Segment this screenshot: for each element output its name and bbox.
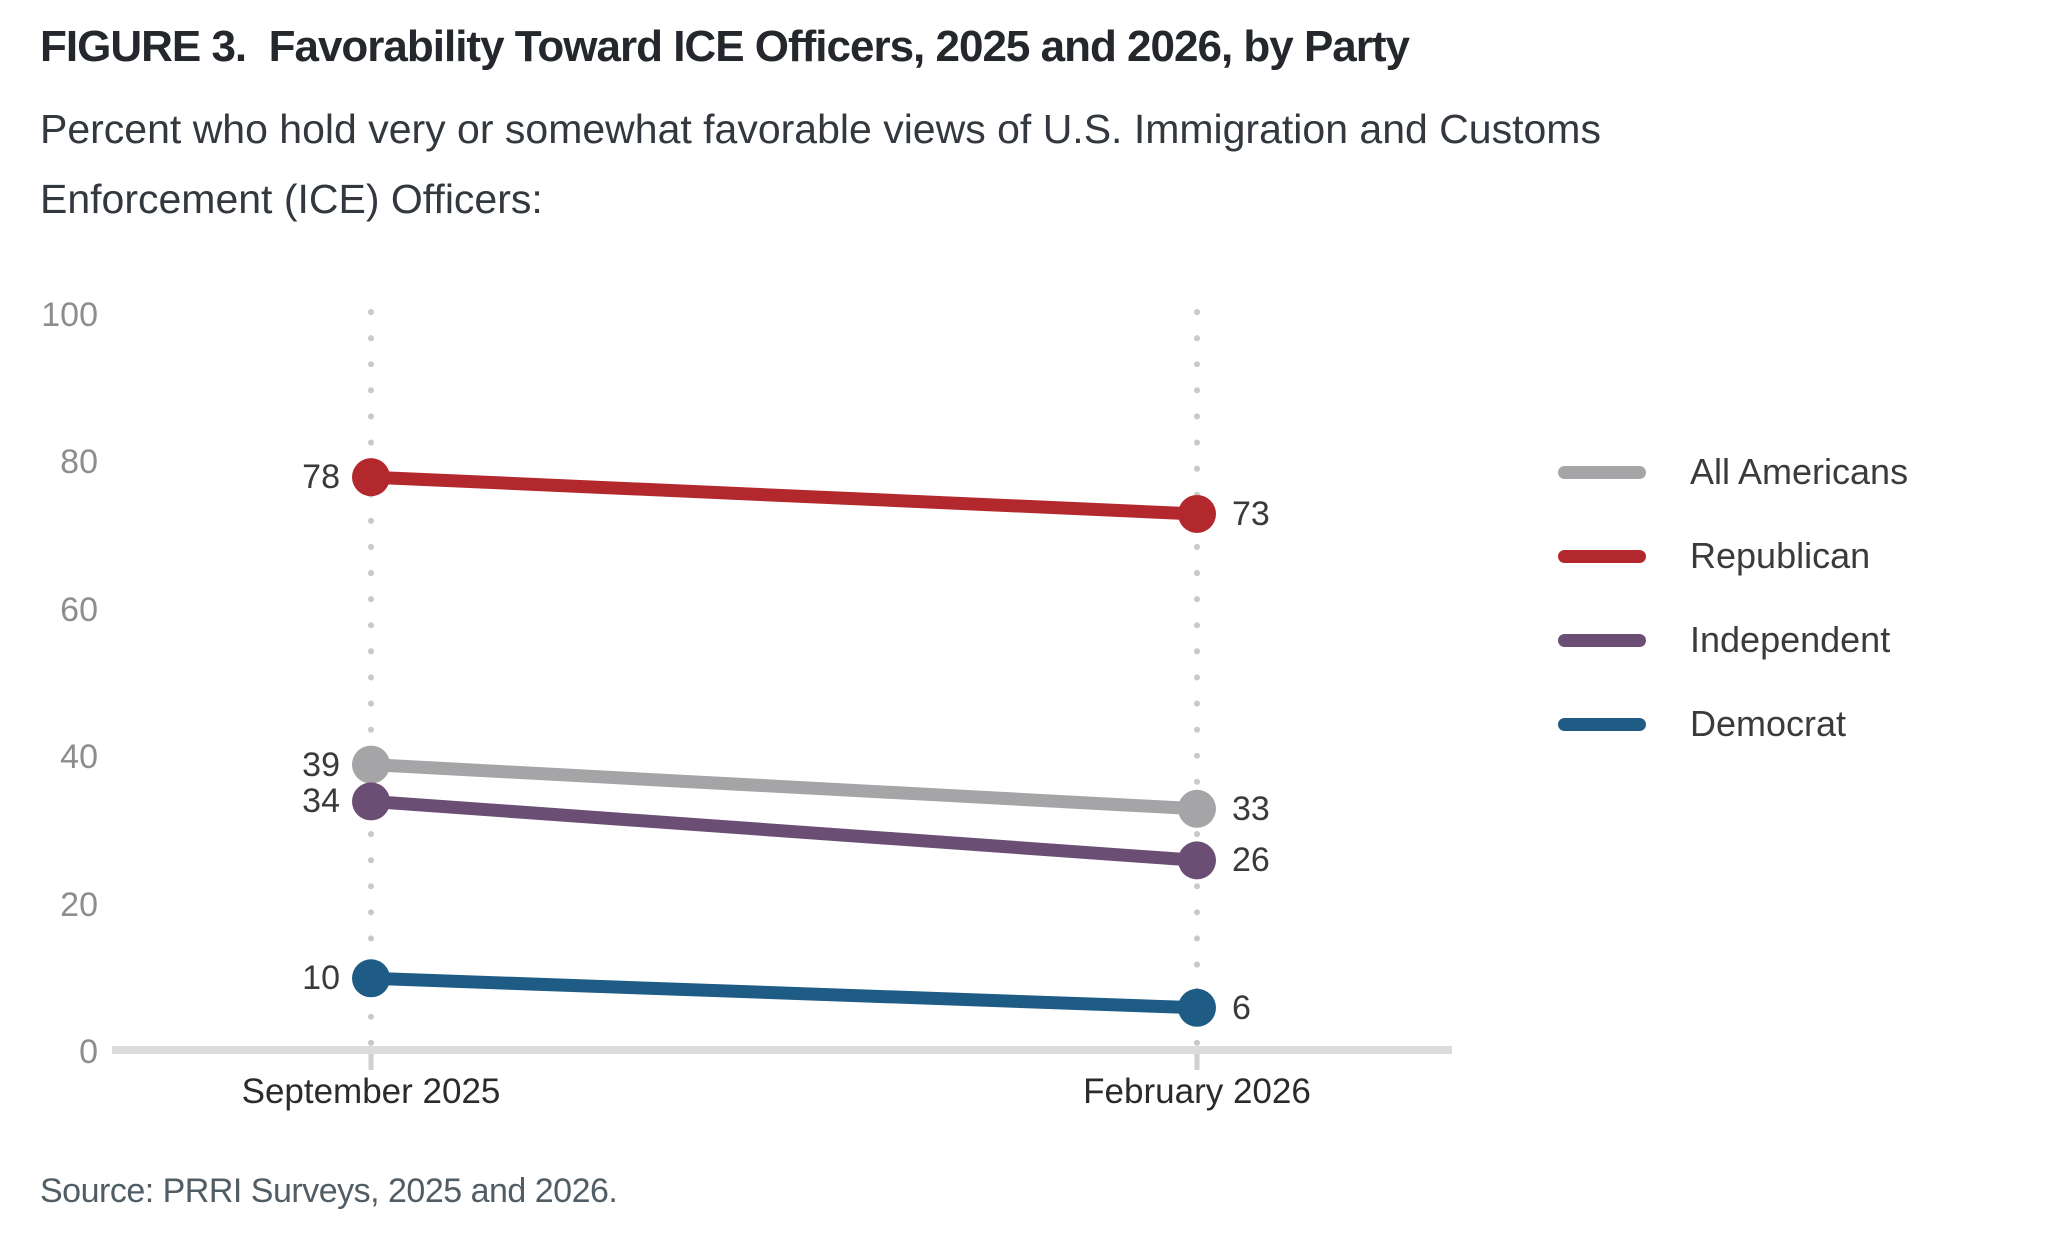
legend-swatch-republican — [1558, 549, 1646, 563]
legend-item-independent: Independent — [1558, 598, 1908, 682]
legend-swatch-all-americans — [1558, 465, 1646, 479]
series-line-independent — [370, 794, 1198, 867]
data-point-republican-1 — [1178, 494, 1216, 533]
source-note: Source: PRRI Surveys, 2025 and 2026. — [40, 1172, 618, 1210]
legend-item-republican: Republican — [1558, 514, 1908, 598]
chart-legend: All Americans Republican Independent Democr… — [1558, 430, 1908, 766]
legend-label: Republican — [1690, 535, 1871, 576]
legend-label: All Americans — [1690, 451, 1909, 492]
data-point-independent-1 — [1178, 841, 1216, 880]
legend-item-all-americans: All Americans — [1558, 430, 1908, 514]
legend-swatch-independent — [1558, 633, 1646, 647]
data-point-all-americans-0 — [352, 745, 390, 784]
figure-subtitle: Percent who hold very or somewhat favora… — [40, 106, 1601, 222]
figure-title: FIGURE 3. Favorability Toward ICE Office… — [40, 22, 1410, 71]
data-point-independent-0 — [352, 782, 390, 821]
data-point-democrat-0 — [352, 959, 390, 998]
data-point-all-americans-1 — [1178, 789, 1216, 828]
legend-swatch-democrat — [1558, 717, 1646, 731]
legend-label: Independent — [1690, 619, 1891, 660]
legend-label: Democrat — [1690, 703, 1847, 744]
legend-item-democrat: Democrat — [1558, 682, 1908, 766]
data-point-democrat-1 — [1178, 988, 1216, 1027]
data-point-republican-0 — [352, 458, 390, 497]
series-line-all-americans — [370, 758, 1198, 816]
series-line-democrat — [370, 971, 1198, 1015]
series-line-republican — [370, 470, 1198, 521]
